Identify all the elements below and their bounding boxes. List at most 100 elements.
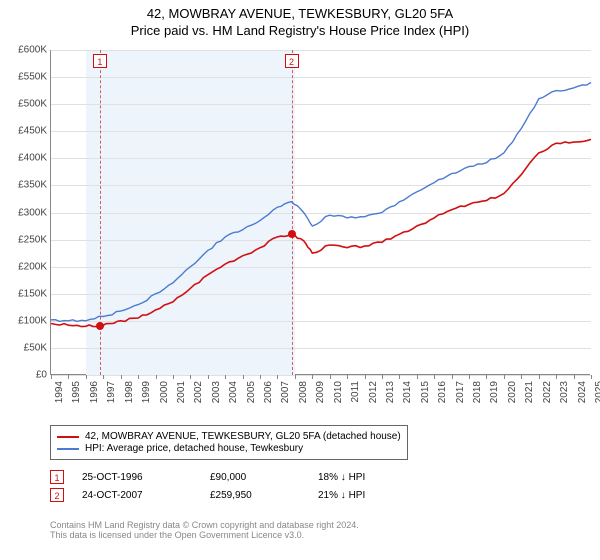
x-tick-label: 2022: [542, 381, 553, 403]
x-tick-label: 2015: [420, 381, 431, 403]
x-tick: [452, 375, 453, 379]
x-tick-label: 2002: [193, 381, 204, 403]
x-tick: [417, 375, 418, 379]
y-tick-label: £250K: [0, 234, 47, 245]
legend-swatch: [57, 436, 79, 438]
transaction-date: 25-OCT-1996: [82, 472, 192, 483]
x-tick: [539, 375, 540, 379]
x-tick-label: 2020: [507, 381, 518, 403]
y-tick-label: £400K: [0, 153, 47, 164]
y-tick-label: £150K: [0, 288, 47, 299]
x-tick: [591, 375, 592, 379]
x-tick-label: 2004: [228, 381, 239, 403]
x-tick: [469, 375, 470, 379]
x-tick: [295, 375, 296, 379]
legend: 42, MOWBRAY AVENUE, TEWKESBURY, GL20 5FA…: [50, 425, 408, 460]
series-hpi: [51, 83, 591, 322]
y-tick-label: £300K: [0, 207, 47, 218]
x-tick: [190, 375, 191, 379]
x-tick: [365, 375, 366, 379]
chart-subtitle: Price paid vs. HM Land Registry's House …: [0, 23, 600, 38]
x-tick: [86, 375, 87, 379]
x-tick-label: 2016: [437, 381, 448, 403]
x-tick-label: 1999: [141, 381, 152, 403]
x-tick-label: 2012: [368, 381, 379, 403]
x-tick-label: 2005: [246, 381, 257, 403]
x-tick-label: 2011: [350, 381, 361, 403]
x-tick: [312, 375, 313, 379]
x-tick-label: 2021: [524, 381, 535, 403]
x-tick: [138, 375, 139, 379]
legend-swatch: [57, 448, 79, 450]
transaction-price: £259,950: [210, 490, 300, 501]
transaction-row: 1 25-OCT-1996 £90,000 18% ↓ HPI: [50, 470, 365, 484]
plot-area: £0£50K£100K£150K£200K£250K£300K£350K£400…: [50, 50, 590, 375]
x-tick-label: 1995: [71, 381, 82, 403]
x-tick: [51, 375, 52, 379]
x-tick-label: 2003: [211, 381, 222, 403]
x-tick-label: 1998: [124, 381, 135, 403]
transaction-table: 1 25-OCT-1996 £90,000 18% ↓ HPI 2 24-OCT-2007…: [50, 470, 365, 506]
x-tick-label: 2008: [298, 381, 309, 403]
legend-item: HPI: Average price, detached house, Tewk…: [57, 443, 401, 454]
x-tick-label: 2009: [315, 381, 326, 403]
x-tick-label: 1997: [106, 381, 117, 403]
y-tick-label: £600K: [0, 45, 47, 56]
transaction-row-number: 1: [50, 470, 64, 484]
x-tick-label: 2014: [402, 381, 413, 403]
x-tick: [521, 375, 522, 379]
y-tick-label: £0: [0, 370, 47, 381]
transaction-price: £90,000: [210, 472, 300, 483]
x-tick-label: 2010: [333, 381, 344, 403]
transaction-hpi-delta: 21% ↓ HPI: [318, 490, 365, 501]
x-tick-label: 2025: [594, 381, 600, 403]
x-tick: [103, 375, 104, 379]
x-tick-label: 2017: [455, 381, 466, 403]
y-tick-label: £500K: [0, 99, 47, 110]
transaction-row: 2 24-OCT-2007 £259,950 21% ↓ HPI: [50, 488, 365, 502]
x-tick: [434, 375, 435, 379]
x-tick-label: 2018: [472, 381, 483, 403]
x-tick: [121, 375, 122, 379]
x-tick: [399, 375, 400, 379]
legend-label: HPI: Average price, detached house, Tewk…: [85, 443, 303, 454]
x-tick: [556, 375, 557, 379]
legend-item: 42, MOWBRAY AVENUE, TEWKESBURY, GL20 5FA…: [57, 431, 401, 442]
x-tick: [574, 375, 575, 379]
x-tick: [347, 375, 348, 379]
x-tick: [504, 375, 505, 379]
x-tick: [260, 375, 261, 379]
x-tick: [156, 375, 157, 379]
x-tick-label: 2023: [559, 381, 570, 403]
transaction-date: 24-OCT-2007: [82, 490, 192, 501]
chart-container: 42, MOWBRAY AVENUE, TEWKESBURY, GL20 5FA…: [0, 0, 600, 560]
x-tick-label: 2019: [489, 381, 500, 403]
x-tick-label: 2000: [159, 381, 170, 403]
y-tick-label: £550K: [0, 72, 47, 83]
y-tick-label: £450K: [0, 126, 47, 137]
footer-note: Contains HM Land Registry data © Crown c…: [50, 520, 359, 540]
x-tick-label: 1994: [54, 381, 65, 403]
x-tick-label: 2001: [176, 381, 187, 403]
transaction-hpi-delta: 18% ↓ HPI: [318, 472, 365, 483]
x-tick: [68, 375, 69, 379]
y-tick-label: £100K: [0, 315, 47, 326]
x-tick: [173, 375, 174, 379]
footer-line-2: This data is licensed under the Open Gov…: [50, 530, 359, 540]
footer-line-1: Contains HM Land Registry data © Crown c…: [50, 520, 359, 530]
y-tick-label: £350K: [0, 180, 47, 191]
x-tick: [225, 375, 226, 379]
series-subject: [51, 139, 591, 326]
chart-title: 42, MOWBRAY AVENUE, TEWKESBURY, GL20 5FA: [0, 6, 600, 21]
chart-titles: 42, MOWBRAY AVENUE, TEWKESBURY, GL20 5FA…: [0, 0, 600, 38]
y-tick-label: £50K: [0, 342, 47, 353]
grid-line-y: [51, 375, 591, 376]
y-tick-label: £200K: [0, 261, 47, 272]
series-svg: [51, 50, 591, 375]
x-tick: [486, 375, 487, 379]
x-tick: [330, 375, 331, 379]
x-tick-label: 1996: [89, 381, 100, 403]
transaction-row-number: 2: [50, 488, 64, 502]
x-tick: [243, 375, 244, 379]
x-tick-label: 2007: [280, 381, 291, 403]
